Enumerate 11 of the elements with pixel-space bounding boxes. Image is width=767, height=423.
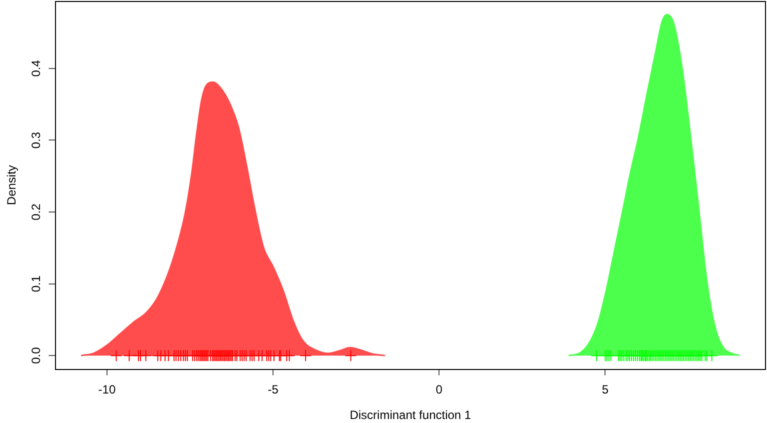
y-tick-label: 0.4: [28, 60, 43, 77]
x-tick-label: 0: [436, 382, 443, 397]
y-tick-label: 0.3: [28, 132, 43, 149]
x-axis-title: Discriminant function 1: [350, 408, 472, 422]
x-tick-label: 5: [602, 382, 609, 397]
x-tick-label: -10: [98, 382, 116, 397]
y-axis-title: Density: [4, 165, 19, 206]
x-tick-label: -5: [268, 382, 279, 397]
y-tick-label: 0.0: [28, 346, 43, 364]
y-tick-label: 0.1: [28, 275, 43, 292]
y-tick-label: 0.2: [28, 203, 43, 220]
